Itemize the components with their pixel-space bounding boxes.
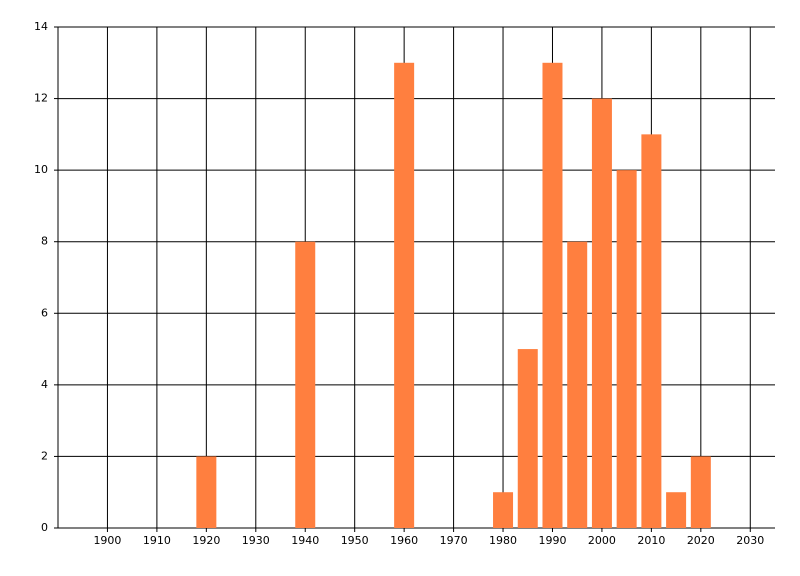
x-tick-label: 1940 (291, 534, 319, 547)
bar (690, 456, 711, 528)
bar (196, 456, 217, 528)
x-tick-label: 2030 (736, 534, 764, 547)
x-tick-label: 2000 (588, 534, 616, 547)
y-tick-label: 14 (34, 20, 48, 33)
bar (542, 62, 563, 529)
bar (517, 349, 538, 528)
bar (295, 241, 316, 528)
x-tick-label: 2020 (687, 534, 715, 547)
bar (616, 170, 637, 528)
y-tick-label: 8 (41, 235, 48, 248)
bar (567, 241, 588, 528)
x-tick-label: 1950 (341, 534, 369, 547)
x-tick-label: 2010 (637, 534, 665, 547)
x-tick-label: 1980 (489, 534, 517, 547)
bar (591, 98, 612, 529)
y-tick-label: 12 (34, 92, 48, 105)
x-tick-label: 1920 (192, 534, 220, 547)
y-tick-label: 4 (41, 378, 48, 391)
y-tick-label: 2 (41, 449, 48, 462)
bar (394, 62, 415, 529)
x-tick-label: 1910 (143, 534, 171, 547)
x-tick-label: 1960 (390, 534, 418, 547)
y-tick-label: 10 (34, 163, 48, 176)
x-tick-label: 1990 (538, 534, 566, 547)
bar (493, 492, 514, 528)
x-tick-label: 1970 (440, 534, 468, 547)
x-tick-label: 1900 (93, 534, 121, 547)
x-tick-label: 1930 (242, 534, 270, 547)
bar (666, 492, 687, 528)
y-tick-label: 6 (41, 306, 48, 319)
y-tick-label: 0 (41, 521, 48, 534)
bar (641, 134, 662, 528)
